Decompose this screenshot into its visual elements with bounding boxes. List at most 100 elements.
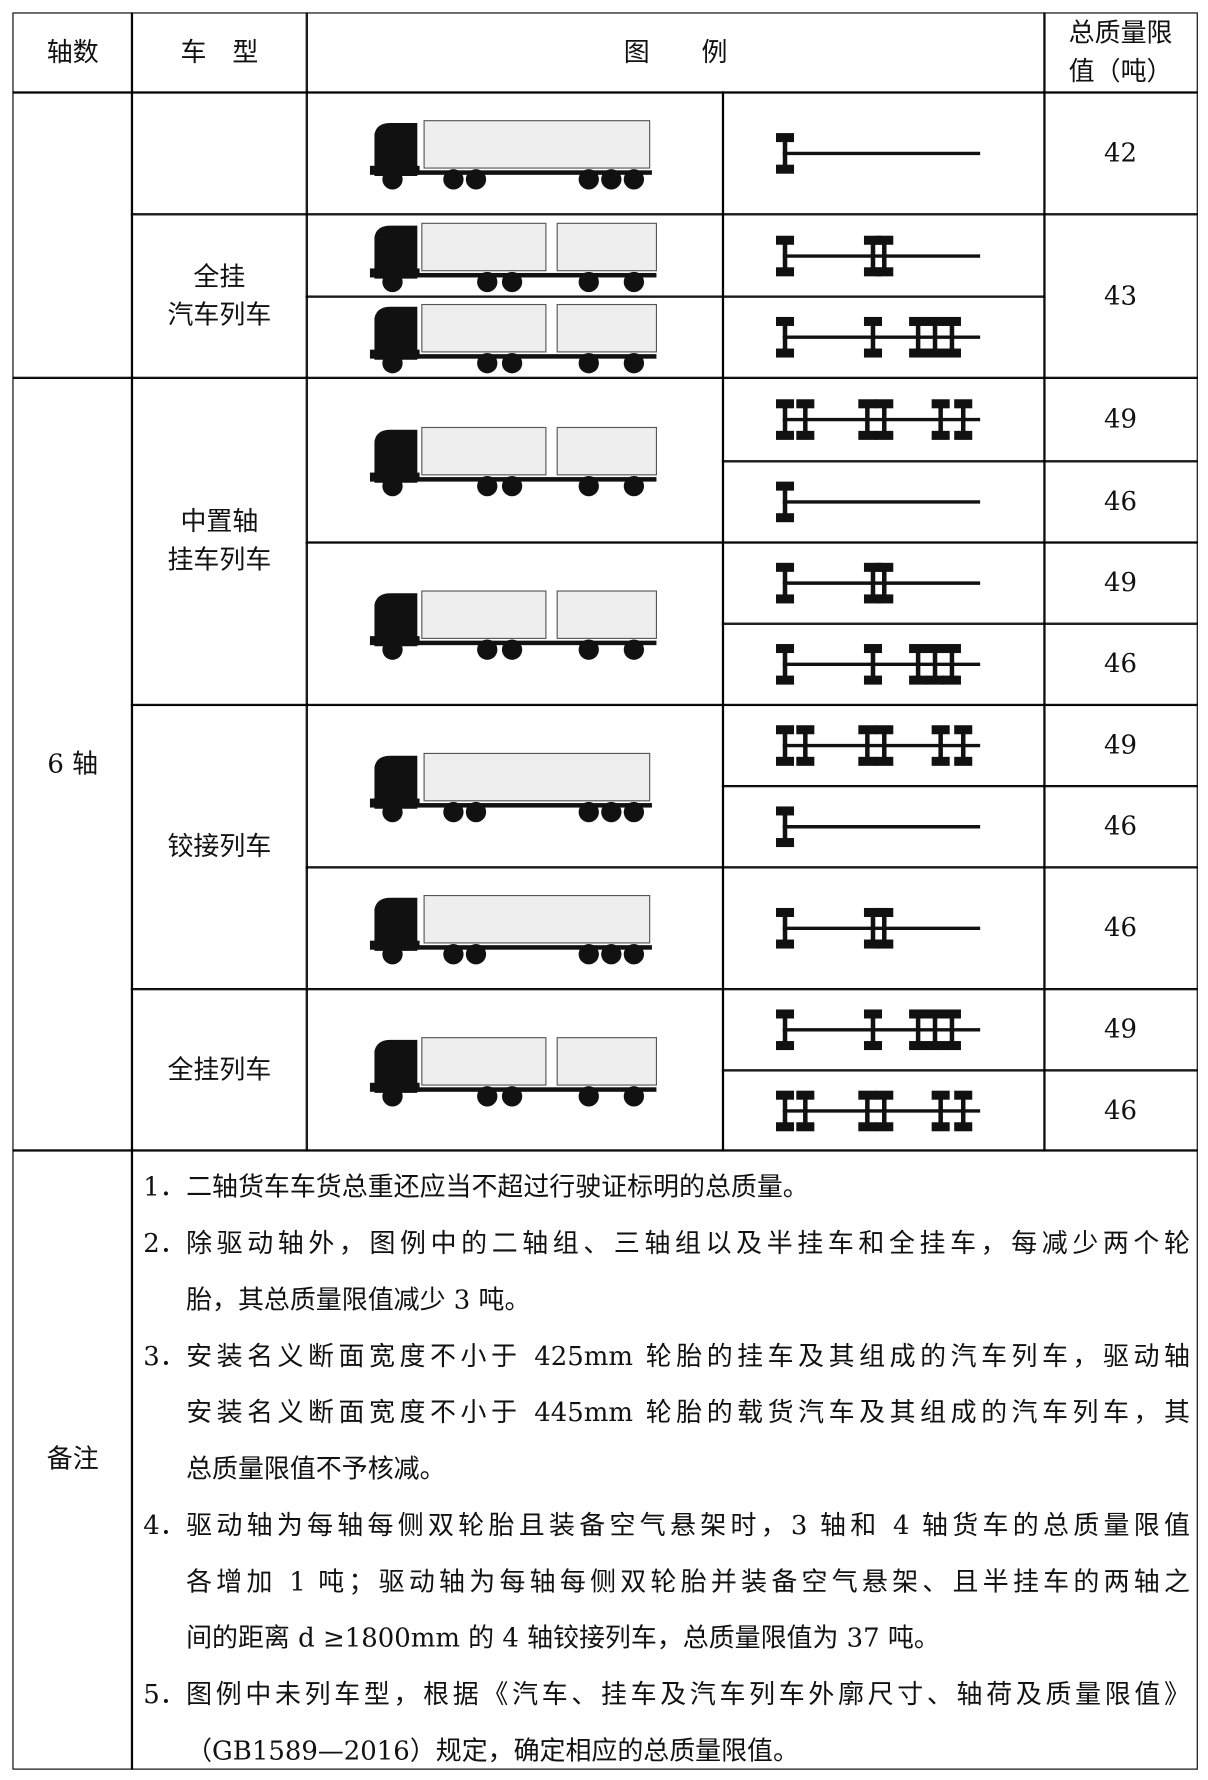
wheel	[501, 639, 522, 660]
tyre	[775, 756, 794, 766]
tyre	[953, 756, 972, 766]
diagram-cell	[722, 1069, 1046, 1152]
axle-diagram	[775, 644, 980, 685]
wheel	[442, 169, 464, 190]
type-cell: 全挂列车	[131, 988, 308, 1152]
wheel	[623, 944, 644, 965]
trailer	[556, 222, 657, 271]
chassis	[414, 477, 656, 482]
tyre	[942, 316, 961, 326]
limit-value: 46	[1104, 913, 1138, 943]
wheel	[623, 353, 644, 374]
axle-diagram	[775, 235, 980, 276]
picture-cell	[305, 377, 724, 544]
wheel	[623, 801, 644, 823]
tyre	[857, 399, 876, 409]
type-cell: 全挂 汽车列车	[131, 213, 308, 379]
limit-cell: 46	[1043, 460, 1198, 544]
limit-value: 49	[1104, 730, 1138, 761]
header-text: 车 型	[180, 38, 259, 68]
cab	[373, 429, 417, 483]
note-text: 间的距离 d ≥1800mm 的 4 轴铰接列车，总质量限值为 37 吨。	[186, 1624, 940, 1654]
limit-value: 49	[1104, 404, 1138, 435]
tyre	[942, 1041, 961, 1051]
trailer	[556, 590, 657, 639]
wheel	[578, 944, 599, 965]
tyre	[795, 725, 814, 735]
axle-cell	[12, 91, 133, 379]
body	[420, 303, 546, 353]
chassis	[414, 354, 656, 359]
tyre	[863, 644, 882, 654]
axle-diagram	[775, 806, 980, 848]
wheel	[465, 801, 486, 823]
tyre	[775, 806, 794, 816]
tyre	[908, 1009, 927, 1019]
wheel	[578, 353, 599, 374]
type-cell: 铰接列车	[131, 704, 308, 991]
limit-cell: 42	[1043, 91, 1198, 216]
cab	[373, 122, 417, 176]
type-text: 中置轴	[180, 507, 259, 537]
axle-text: 6 轴	[47, 749, 99, 779]
wheel	[381, 801, 403, 823]
note-text: 胎，其总质量限值减少 3 吨。	[186, 1285, 531, 1316]
tyre	[775, 399, 794, 409]
trailer	[422, 752, 650, 802]
limit-value: 43	[1104, 281, 1138, 311]
wheel	[578, 1085, 599, 1106]
cab	[373, 755, 417, 809]
vehicle-icon	[369, 894, 652, 965]
chassis	[414, 640, 656, 646]
wheel	[465, 944, 486, 965]
wheel	[381, 271, 403, 292]
wheel	[381, 944, 403, 965]
tyre	[795, 1090, 814, 1100]
vehicle-icon	[369, 752, 652, 823]
limit-value: 46	[1104, 487, 1138, 517]
tyre	[942, 675, 961, 685]
notes-label-cell: 备注	[12, 1149, 133, 1770]
limit-value: 49	[1104, 568, 1138, 598]
wheel	[578, 639, 599, 660]
axle-cell: 6 轴	[12, 377, 133, 1152]
diagram-cell	[722, 377, 1046, 463]
limit-cell: 49	[1043, 988, 1198, 1072]
type-cell: 中置轴 挂车列车	[131, 377, 308, 706]
note-text: 图例中未列车型，根据《汽车、挂车及汽车列车外廓尺寸、轴荷及质量限值》	[186, 1680, 1190, 1710]
tyre	[857, 725, 876, 735]
diagram-cell	[722, 295, 1046, 379]
vehicle-icon	[369, 1036, 657, 1106]
diagram-cell	[722, 704, 1046, 787]
axle-diagram	[775, 725, 980, 766]
tyre	[925, 1041, 944, 1051]
tyre	[908, 644, 927, 654]
wheel	[381, 475, 403, 497]
wheel	[623, 169, 644, 190]
tyre	[857, 1090, 876, 1100]
vehicle-icon	[369, 222, 657, 292]
type-text: 铰接列车	[167, 832, 272, 862]
tyre	[874, 756, 893, 766]
tyre	[863, 675, 882, 685]
tyre	[863, 235, 882, 245]
wheel	[600, 944, 621, 965]
header-cell: 车 型	[131, 12, 308, 94]
tyre	[908, 1041, 927, 1051]
note-number: 1．	[143, 1173, 186, 1203]
tyre	[775, 644, 794, 654]
tyre	[931, 1090, 950, 1100]
tyre	[925, 1009, 944, 1019]
diagram-cell	[722, 460, 1046, 544]
limit-cell: 46	[1043, 622, 1198, 706]
wheel	[465, 169, 486, 190]
tyre	[931, 756, 950, 766]
vehicle-icon	[369, 120, 652, 190]
header-text: 总质量限	[1068, 19, 1173, 49]
tyre	[795, 399, 814, 409]
tyre	[874, 1090, 893, 1100]
note-text: 各增加 1 吨；驱动轴为每轴每侧双轮胎并装备空气悬架、且半挂车的两轴之	[186, 1567, 1190, 1598]
cab	[373, 593, 417, 647]
wheel	[600, 169, 621, 190]
